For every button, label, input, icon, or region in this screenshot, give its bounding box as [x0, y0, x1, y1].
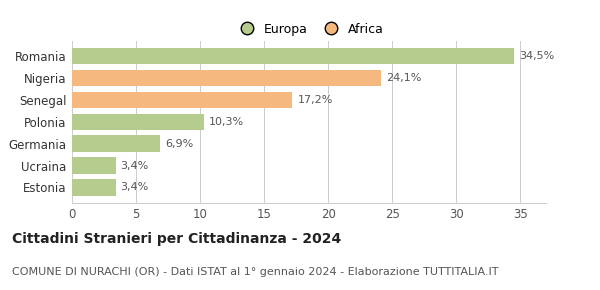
Bar: [72, 157, 116, 174]
Bar: [72, 92, 292, 108]
Bar: [72, 179, 116, 196]
Text: 3,4%: 3,4%: [121, 182, 149, 193]
Text: 3,4%: 3,4%: [121, 161, 149, 171]
Text: 6,9%: 6,9%: [166, 139, 194, 149]
Text: 24,1%: 24,1%: [386, 73, 421, 83]
Text: Cittadini Stranieri per Cittadinanza - 2024: Cittadini Stranieri per Cittadinanza - 2…: [12, 232, 341, 246]
Text: 10,3%: 10,3%: [209, 117, 244, 127]
Bar: [72, 70, 381, 86]
Legend: Europa, Africa: Europa, Africa: [229, 18, 389, 41]
Bar: [72, 135, 160, 152]
Text: COMUNE DI NURACHI (OR) - Dati ISTAT al 1° gennaio 2024 - Elaborazione TUTTITALIA: COMUNE DI NURACHI (OR) - Dati ISTAT al 1…: [12, 267, 499, 277]
Text: 17,2%: 17,2%: [298, 95, 333, 105]
Bar: [72, 114, 204, 130]
Text: 34,5%: 34,5%: [519, 51, 554, 61]
Bar: [72, 48, 514, 64]
